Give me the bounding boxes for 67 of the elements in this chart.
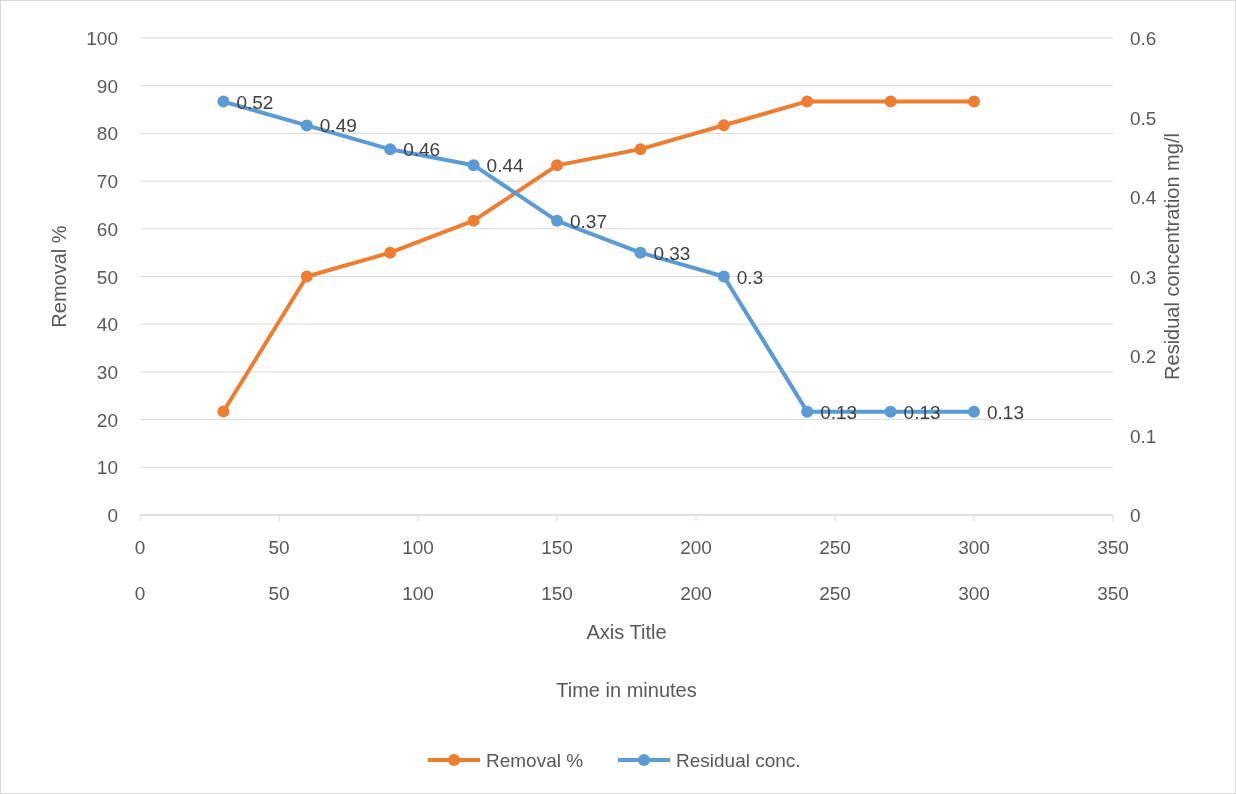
x2-axis-title: Time in minutes [556, 679, 697, 701]
y-tick-label: 10 [96, 457, 118, 479]
point [801, 95, 814, 108]
x-axis-title: Axis Title [586, 621, 667, 643]
x-tick-label: 150 [541, 537, 573, 558]
x-tick-label: 300 [958, 537, 990, 558]
point [217, 405, 230, 418]
y-tick-label: 0 [107, 505, 118, 526]
y2-tick-label: 0.2 [1130, 346, 1157, 367]
point [467, 214, 480, 227]
y-axis-title: Removal % [48, 225, 70, 328]
y-tick-label: 100 [86, 28, 118, 49]
point [634, 246, 647, 259]
data-label: 0.52 [236, 91, 274, 113]
y-tick-label: 50 [96, 266, 118, 288]
point [384, 143, 397, 156]
point [300, 119, 313, 132]
point [968, 95, 980, 108]
data-label: 0.3 [736, 266, 764, 288]
y2-tick-label: 0.4 [1130, 187, 1157, 208]
data-label: 0.49 [319, 115, 357, 137]
point [968, 405, 980, 418]
x2-tick-label: 200 [680, 583, 712, 604]
point [717, 119, 730, 132]
x2-tick-label: 0 [134, 583, 146, 604]
y-tick-label: 40 [96, 314, 118, 336]
y-tick-label: 60 [96, 218, 118, 240]
y-tick-label: 90 [96, 75, 118, 97]
point [884, 95, 897, 108]
legend-label: Removal % [486, 750, 584, 771]
point [467, 159, 480, 172]
x-tick-label: 0 [134, 537, 146, 558]
x2-tick-label: 350 [1097, 583, 1129, 604]
x2-tick-label: 100 [402, 583, 434, 604]
point [384, 246, 397, 259]
y2-tick-label: 0.1 [1130, 425, 1157, 447]
y2-tick-label: 0.6 [1130, 28, 1157, 49]
data-label: 0.37 [570, 210, 607, 232]
point [551, 159, 563, 172]
legend-label: Residual conc. [676, 750, 801, 771]
x2-tick-label: 250 [819, 583, 851, 604]
y2-tick-label: 0.5 [1130, 107, 1157, 129]
x-tick-label: 250 [819, 537, 851, 558]
point [551, 214, 563, 227]
y-tick-label: 20 [96, 409, 118, 431]
point [801, 405, 814, 418]
x-tick-label: 200 [680, 537, 712, 558]
y-tick-label: 80 [96, 123, 118, 145]
x-tick-label: 100 [402, 537, 434, 558]
y2-axis-title: Residual concentration mg/l [1161, 133, 1183, 380]
y-tick-label: 30 [96, 361, 118, 383]
data-label: 0.44 [486, 155, 525, 177]
x2-tick-label: 50 [268, 583, 290, 604]
x2-tick-label: 300 [958, 583, 990, 604]
x-tick-label: 350 [1097, 537, 1129, 558]
data-label: 0.13 [987, 401, 1024, 423]
point [634, 143, 647, 156]
y2-tick-label: 0 [1130, 505, 1141, 526]
point [717, 270, 730, 283]
x-tick-label: 50 [268, 537, 290, 558]
y2-tick-label: 0.3 [1130, 266, 1157, 288]
point [217, 95, 230, 108]
data-label: 0.33 [653, 242, 691, 264]
y-tick-label: 70 [96, 171, 118, 193]
point [884, 405, 897, 418]
x2-tick-label: 150 [541, 583, 573, 604]
point [300, 270, 313, 283]
